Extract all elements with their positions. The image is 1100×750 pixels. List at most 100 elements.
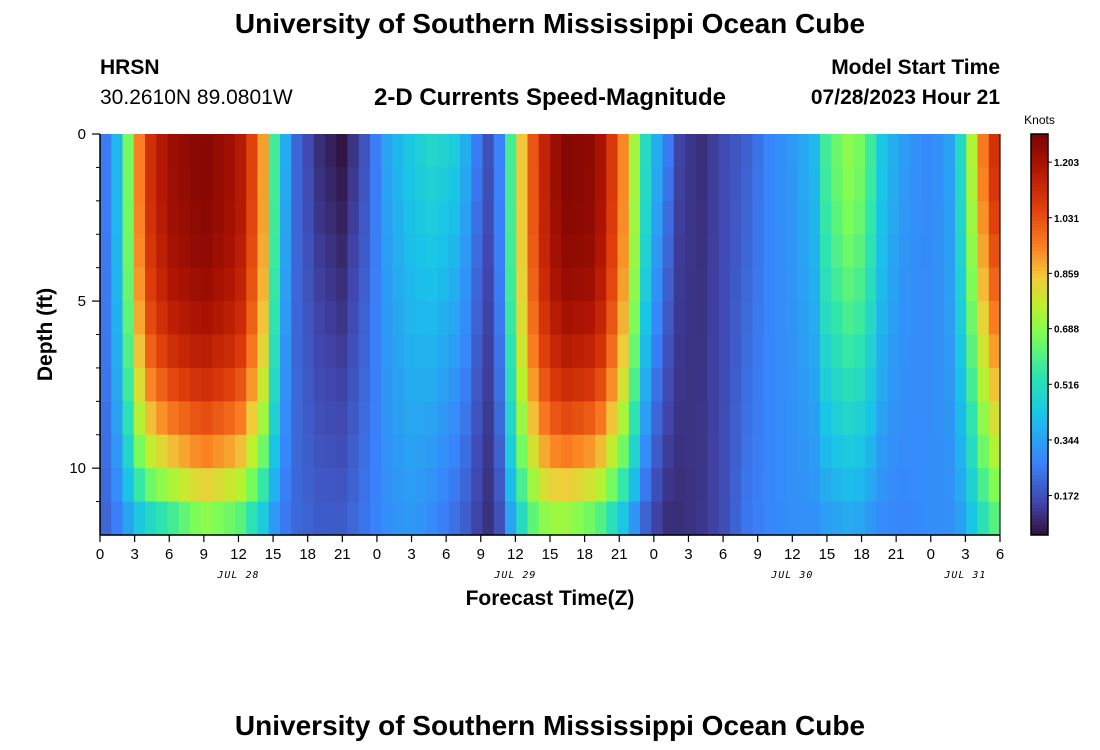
heatmap-cell <box>235 267 247 302</box>
heatmap-cell <box>606 267 619 302</box>
heatmap-cell <box>763 401 776 436</box>
heatmap-cell <box>178 134 191 169</box>
heatmap-cell <box>516 167 529 202</box>
heatmap-cell <box>853 134 866 169</box>
heatmap-cell <box>876 234 889 269</box>
heatmap-cell <box>628 468 641 503</box>
heatmap-cell <box>111 401 124 436</box>
heatmap-cell <box>190 434 202 469</box>
heatmap-cell <box>482 501 495 536</box>
heatmap-cell <box>235 167 247 202</box>
colorbar-segment <box>1031 428 1048 432</box>
day-label: JUL 28 <box>216 570 259 581</box>
colorbar-segment <box>1031 267 1048 272</box>
heatmap-cell <box>538 434 551 469</box>
heatmap-cell <box>336 234 349 269</box>
colorbar-segment <box>1031 387 1048 392</box>
heatmap-cell <box>910 267 922 302</box>
heatmap-cell <box>145 267 157 302</box>
heatmap-axes: 0 3 6 9 12 15 18 21 0 3 6 9 12 15 18 21 0 3 6 9 12 15 18 21 0 3 6J… <box>34 126 1004 610</box>
heatmap-cell <box>943 301 956 336</box>
heatmap-cell <box>550 501 562 536</box>
heatmap-cell <box>257 468 270 503</box>
heatmap-cell <box>471 267 484 302</box>
heatmap-cell <box>910 367 922 402</box>
heatmap-cell <box>741 401 754 436</box>
heatmap-cell <box>606 367 619 402</box>
heatmap-cell <box>471 167 484 202</box>
heatmap-cell <box>842 401 855 436</box>
heatmap-cell <box>696 234 709 269</box>
heatmap-cell <box>516 401 529 436</box>
heatmap-cell <box>100 167 112 202</box>
x-tick-label: 0 <box>373 546 381 563</box>
heatmap-cell <box>696 434 709 469</box>
heatmap-cell <box>955 434 967 469</box>
heatmap-cell <box>471 401 484 436</box>
heatmap-cell <box>122 200 135 235</box>
heatmap-cell <box>280 301 292 336</box>
heatmap-cell <box>943 200 956 235</box>
colorbar-segment <box>1031 367 1048 372</box>
heatmap-cell <box>235 301 247 336</box>
heatmap-cell <box>865 434 877 469</box>
heatmap-cell <box>977 267 990 302</box>
heatmap-cell <box>943 267 956 302</box>
heatmap-cell <box>797 267 810 302</box>
heatmap-cell <box>977 134 990 169</box>
heatmap-cell <box>640 501 652 536</box>
heatmap-cell <box>392 301 405 336</box>
heatmap-cell <box>977 468 990 503</box>
heatmap-cell <box>392 234 405 269</box>
heatmap-cell <box>313 468 326 503</box>
heatmap-cell <box>853 367 866 402</box>
heatmap-cell <box>606 434 619 469</box>
heatmap-cell <box>145 234 157 269</box>
heatmap-cell <box>865 501 877 536</box>
heatmap-cell <box>932 200 945 235</box>
heatmap-cell <box>448 334 461 369</box>
colorbar-segment <box>1031 150 1048 155</box>
heatmap-cell <box>460 134 472 169</box>
colorbar-segment <box>1031 414 1048 419</box>
heatmap-cell <box>572 267 585 302</box>
colorbar-segment <box>1031 204 1048 209</box>
heatmap-cell <box>606 234 619 269</box>
colorbar-segment <box>1031 501 1048 506</box>
heatmap-cell <box>741 468 754 503</box>
colorbar-segment <box>1031 311 1048 315</box>
heatmap-cell <box>336 267 349 302</box>
heatmap-cell <box>685 434 697 469</box>
heatmap-cell <box>685 401 697 436</box>
heatmap-cell <box>977 334 990 369</box>
heatmap-cell <box>190 301 202 336</box>
colorbar-segment <box>1031 377 1048 382</box>
heatmap-cell <box>201 367 214 402</box>
heatmap-cell <box>550 434 562 469</box>
heatmap-cell <box>460 334 472 369</box>
colorbar-segment <box>1031 484 1048 489</box>
heatmap-cell <box>673 267 686 302</box>
heatmap-cell <box>538 501 551 536</box>
heatmap-cell <box>156 134 169 169</box>
heatmap-cell <box>988 468 1001 503</box>
colorbar-segment <box>1031 357 1048 362</box>
heatmap-cell <box>921 200 934 235</box>
heatmap-cell <box>820 200 832 235</box>
heatmap-cell <box>190 367 202 402</box>
heatmap-cell <box>145 167 157 202</box>
heatmap-cell <box>876 334 889 369</box>
station-name: HRSN <box>100 56 160 79</box>
heatmap-cell <box>718 234 731 269</box>
heatmap-cell <box>505 200 517 235</box>
heatmap-cell <box>628 334 641 369</box>
heatmap-cell <box>291 134 304 169</box>
x-tick-label: 15 <box>542 546 559 563</box>
heatmap-cell <box>426 367 439 402</box>
heatmap-cell <box>572 367 585 402</box>
heatmap-cell <box>752 134 765 169</box>
heatmap-cell <box>887 468 900 503</box>
heatmap-cell <box>876 134 889 169</box>
heatmap-cell <box>707 401 720 436</box>
heatmap-cell <box>696 468 709 503</box>
